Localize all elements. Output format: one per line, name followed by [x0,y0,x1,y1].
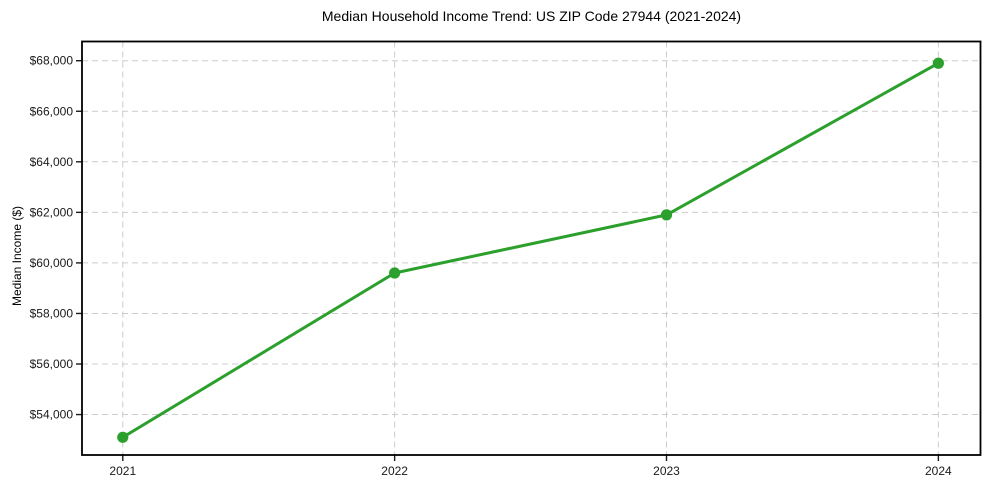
y-tick-label: $60,000 [30,256,74,270]
gridlines [82,41,981,455]
y-tick-label: $58,000 [30,306,74,320]
y-tick-label: $66,000 [30,104,74,118]
data-point-2024 [932,57,944,69]
y-tick-label: $56,000 [30,357,74,371]
x-tick-label: 2022 [381,464,408,478]
data-series [117,57,944,443]
x-tick-label: 2023 [653,464,680,478]
chart-title: Median Household Income Trend: US ZIP Co… [321,8,742,24]
income-trend-line [121,61,940,439]
plot-frame [81,40,982,456]
tick-labels: $54,000 $56,000 $58,000 $60,000 $62,000 $64,0… [30,54,952,478]
y-tick-label: $62,000 [30,205,74,219]
data-point-2021 [117,431,129,443]
data-point-2022 [389,267,401,279]
y-tick-label: $54,000 [30,408,74,422]
data-point-2023 [660,209,673,221]
x-tick-label: 2024 [925,464,952,478]
x-tick-label: 2021 [109,464,136,478]
y-tick-label: $64,000 [30,155,74,169]
y-tick-label: $68,000 [30,54,74,68]
axis-ticks [76,60,940,461]
